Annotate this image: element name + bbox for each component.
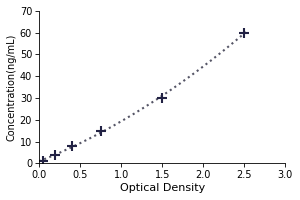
Y-axis label: Concentration(ng/mL): Concentration(ng/mL) <box>7 33 17 141</box>
X-axis label: Optical Density: Optical Density <box>120 183 205 193</box>
